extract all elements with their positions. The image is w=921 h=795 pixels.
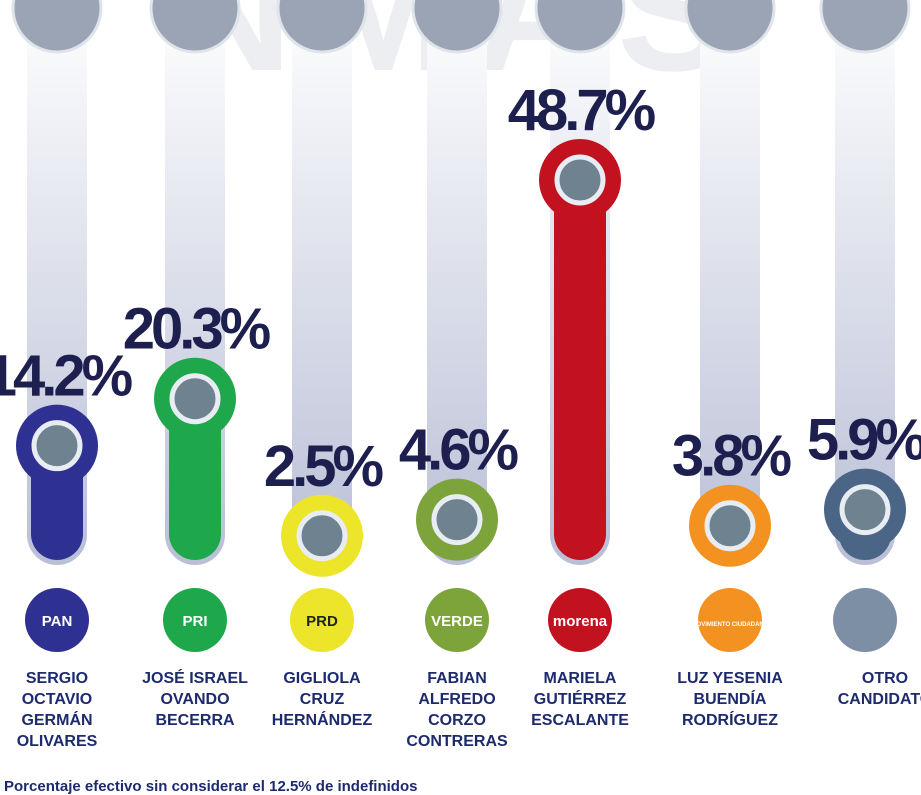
party-logo-text: PRD xyxy=(306,613,338,630)
bar-knob xyxy=(169,373,221,425)
candidate-name: JOSÉ ISRAEL OVANDO BECERRA xyxy=(142,670,248,729)
photo xyxy=(276,0,368,54)
photo xyxy=(684,0,776,54)
value-label: 14.2% xyxy=(0,344,133,409)
bar-knob xyxy=(554,154,606,206)
candidate-name: LUZ YESENIA BUENDÍA RODRÍGUEZ xyxy=(677,670,783,729)
candidate-name: FABIAN ALFREDO CORZO CONTRERAS xyxy=(406,670,508,750)
party-logo xyxy=(833,588,897,652)
bar-knob xyxy=(839,484,891,536)
party-logo xyxy=(548,588,612,652)
party-logo xyxy=(163,588,227,652)
bar xyxy=(169,398,221,560)
bar-knob xyxy=(431,494,483,546)
party-logo xyxy=(290,588,354,652)
photo xyxy=(149,0,241,54)
bar-knob xyxy=(31,420,83,472)
party-logo xyxy=(698,588,762,652)
bar-knob xyxy=(704,500,756,552)
candidate-name: OTRO CANDIDATO xyxy=(837,670,921,708)
footnote: Porcentaje efectivo sin considerar el 12… xyxy=(4,778,418,795)
value-label: 2.5% xyxy=(264,434,384,499)
track xyxy=(427,0,487,565)
candidate-name: MARIELA GUTIÉRREZ ESCALANTE xyxy=(531,670,629,729)
value-label: 20.3% xyxy=(123,297,271,362)
party-logo-text: MOVIMIENTO CIUDADANO xyxy=(692,622,769,628)
track xyxy=(835,0,895,565)
value-label: 5.9% xyxy=(807,408,921,473)
photo xyxy=(819,0,911,54)
value-label: 4.6% xyxy=(399,418,519,483)
photo xyxy=(411,0,503,54)
party-logo-text: morena xyxy=(553,613,608,630)
bar-knob xyxy=(296,510,348,562)
candidate-name: SERGIO OCTAVIO GERMÁN OLIVARES xyxy=(16,670,98,750)
bar xyxy=(554,180,606,560)
track xyxy=(700,0,760,565)
party-logo-text: PRI xyxy=(182,613,207,630)
party-logo xyxy=(425,588,489,652)
photo xyxy=(11,0,103,54)
party-logo xyxy=(25,588,89,652)
candidate-name: GIGLIOLA CRUZ HERNÁNDEZ xyxy=(271,670,373,729)
value-label: 3.8% xyxy=(672,424,792,489)
track xyxy=(292,0,352,565)
party-logo-text: VERDE xyxy=(431,613,483,630)
party-logo-text: PAN xyxy=(42,613,73,630)
photo xyxy=(534,0,626,54)
value-label: 48.7% xyxy=(508,78,656,143)
